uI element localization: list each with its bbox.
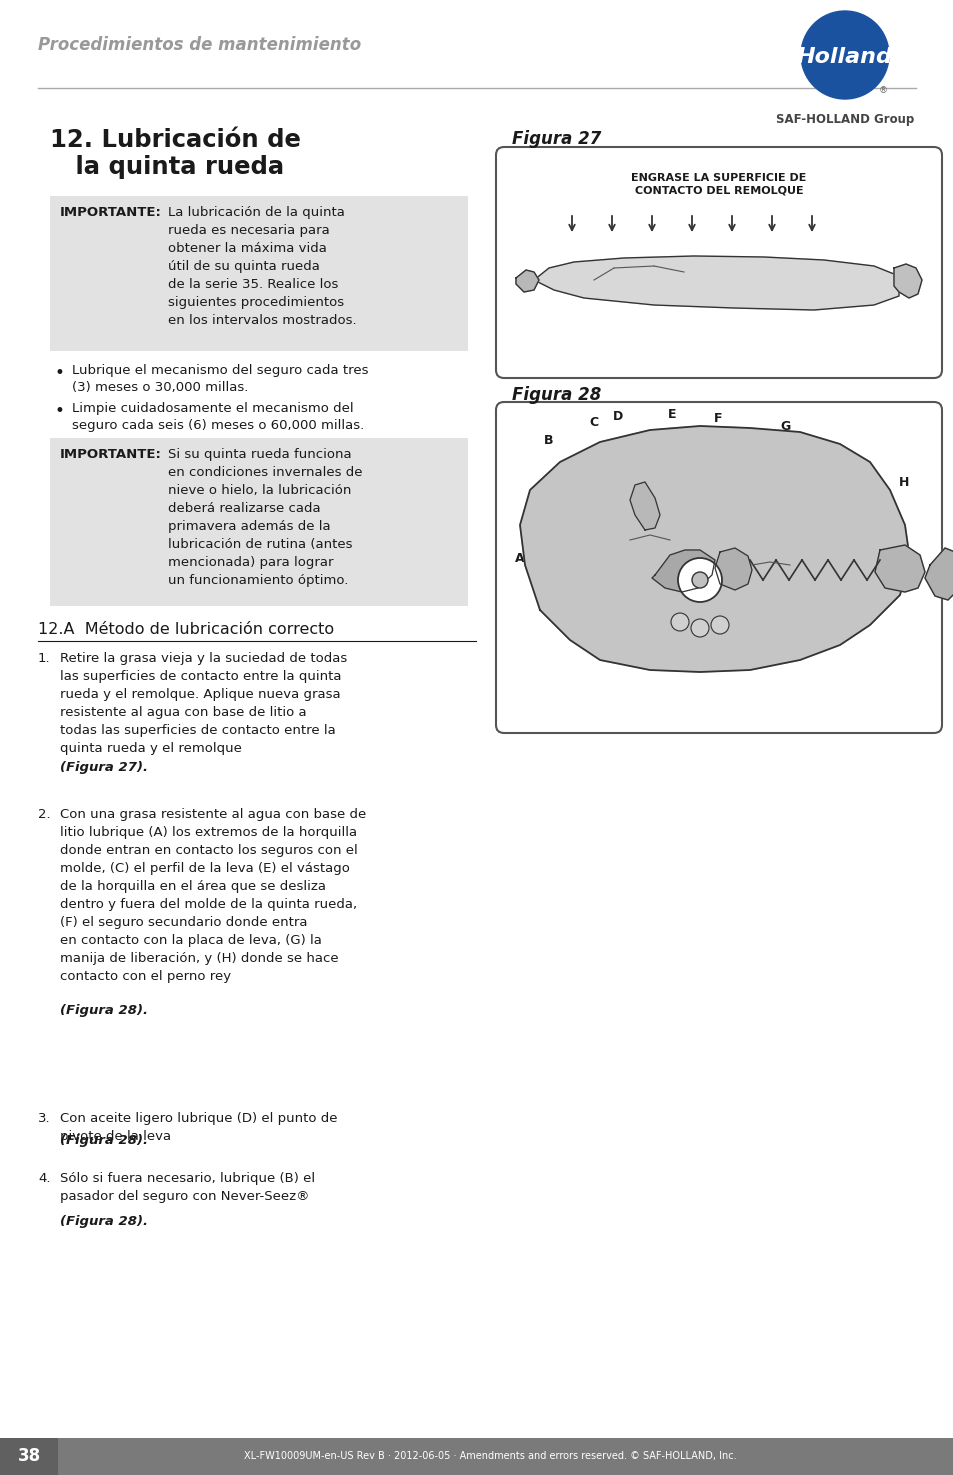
Text: Figura 27: Figura 27 xyxy=(512,130,600,148)
Polygon shape xyxy=(651,550,714,591)
Polygon shape xyxy=(874,544,924,591)
Text: Si su quinta rueda funciona
en condiciones invernales de
nieve o hielo, la lubri: Si su quinta rueda funciona en condicion… xyxy=(168,448,362,587)
Text: IMPORTANTE:: IMPORTANTE: xyxy=(60,207,162,218)
Circle shape xyxy=(710,617,728,634)
Circle shape xyxy=(690,620,708,637)
Text: •: • xyxy=(55,403,65,420)
Text: Lubrique el mecanismo del seguro cada tres
(3) meses o 30,000 millas.: Lubrique el mecanismo del seguro cada tr… xyxy=(71,364,368,394)
Text: C: C xyxy=(589,416,598,429)
Text: 1.: 1. xyxy=(38,652,51,665)
Text: (Figura 28).: (Figura 28). xyxy=(60,1215,148,1229)
Text: ®: ® xyxy=(878,87,886,96)
Text: Con aceite ligero lubrique (D) el punto de
pivote de la leva: Con aceite ligero lubrique (D) el punto … xyxy=(60,1112,337,1143)
Polygon shape xyxy=(893,264,921,298)
FancyBboxPatch shape xyxy=(0,1438,953,1475)
Text: IMPORTANTE:: IMPORTANTE: xyxy=(60,448,162,462)
Text: H: H xyxy=(898,475,908,488)
Text: Con una grasa resistente al agua con base de
litio lubrique (A) los extremos de : Con una grasa resistente al agua con bas… xyxy=(60,808,366,982)
Text: 38: 38 xyxy=(17,1447,41,1465)
FancyBboxPatch shape xyxy=(496,148,941,378)
Circle shape xyxy=(678,558,721,602)
Text: SAF-HOLLAND Group: SAF-HOLLAND Group xyxy=(775,112,913,125)
Text: D: D xyxy=(612,410,622,422)
Text: 4.: 4. xyxy=(38,1173,51,1184)
Text: G: G xyxy=(781,419,790,432)
Text: Sólo si fuera necesario, lubrique (B) el
pasador del seguro con Never-Seez®: Sólo si fuera necesario, lubrique (B) el… xyxy=(60,1173,314,1204)
Circle shape xyxy=(801,10,888,99)
Circle shape xyxy=(670,614,688,631)
Text: (Figura 27).: (Figura 27). xyxy=(60,761,148,774)
Text: La lubricación de la quinta
rueda es necesaria para
obtener la máxima vida
útil : La lubricación de la quinta rueda es nec… xyxy=(168,207,356,327)
Text: Limpie cuidadosamente el mecanismo del
seguro cada seis (6) meses o 60,000 milla: Limpie cuidadosamente el mecanismo del s… xyxy=(71,403,364,432)
Text: 12. Lubricación de: 12. Lubricación de xyxy=(50,128,300,152)
Text: B: B xyxy=(543,434,553,447)
Polygon shape xyxy=(714,549,751,590)
Text: (Figura 28).: (Figura 28). xyxy=(60,1134,148,1146)
Polygon shape xyxy=(519,426,909,673)
FancyBboxPatch shape xyxy=(50,196,468,351)
Circle shape xyxy=(691,572,707,589)
Text: 2.: 2. xyxy=(38,808,51,822)
Text: 3.: 3. xyxy=(38,1112,51,1125)
Text: 12.A  Método de lubricación correcto: 12.A Método de lubricación correcto xyxy=(38,622,334,637)
Text: ENGRASE LA SUPERFICIE DE
CONTACTO DEL REMOLQUE: ENGRASE LA SUPERFICIE DE CONTACTO DEL RE… xyxy=(631,173,806,196)
Text: Holland: Holland xyxy=(795,47,891,66)
Text: F: F xyxy=(713,412,721,425)
Polygon shape xyxy=(629,482,659,530)
Text: XL-FW10009UM-en-US Rev B · 2012-06-05 · Amendments and errors reserved. © SAF-HO: XL-FW10009UM-en-US Rev B · 2012-06-05 · … xyxy=(243,1451,736,1462)
Text: Retire la grasa vieja y la suciedad de todas
las superficies de contacto entre l: Retire la grasa vieja y la suciedad de t… xyxy=(60,652,347,755)
Polygon shape xyxy=(516,270,538,292)
Text: la quinta rueda: la quinta rueda xyxy=(50,155,284,178)
Text: (Figura 28).: (Figura 28). xyxy=(60,1004,148,1016)
FancyBboxPatch shape xyxy=(496,403,941,733)
Text: E: E xyxy=(667,409,676,422)
FancyBboxPatch shape xyxy=(50,438,468,606)
Text: Procedimientos de mantenimiento: Procedimientos de mantenimiento xyxy=(38,35,361,55)
Polygon shape xyxy=(924,549,953,600)
Text: Figura 28: Figura 28 xyxy=(512,386,600,404)
Text: A: A xyxy=(515,552,524,565)
FancyBboxPatch shape xyxy=(0,1438,58,1475)
Text: •: • xyxy=(55,364,65,382)
Polygon shape xyxy=(534,257,898,310)
